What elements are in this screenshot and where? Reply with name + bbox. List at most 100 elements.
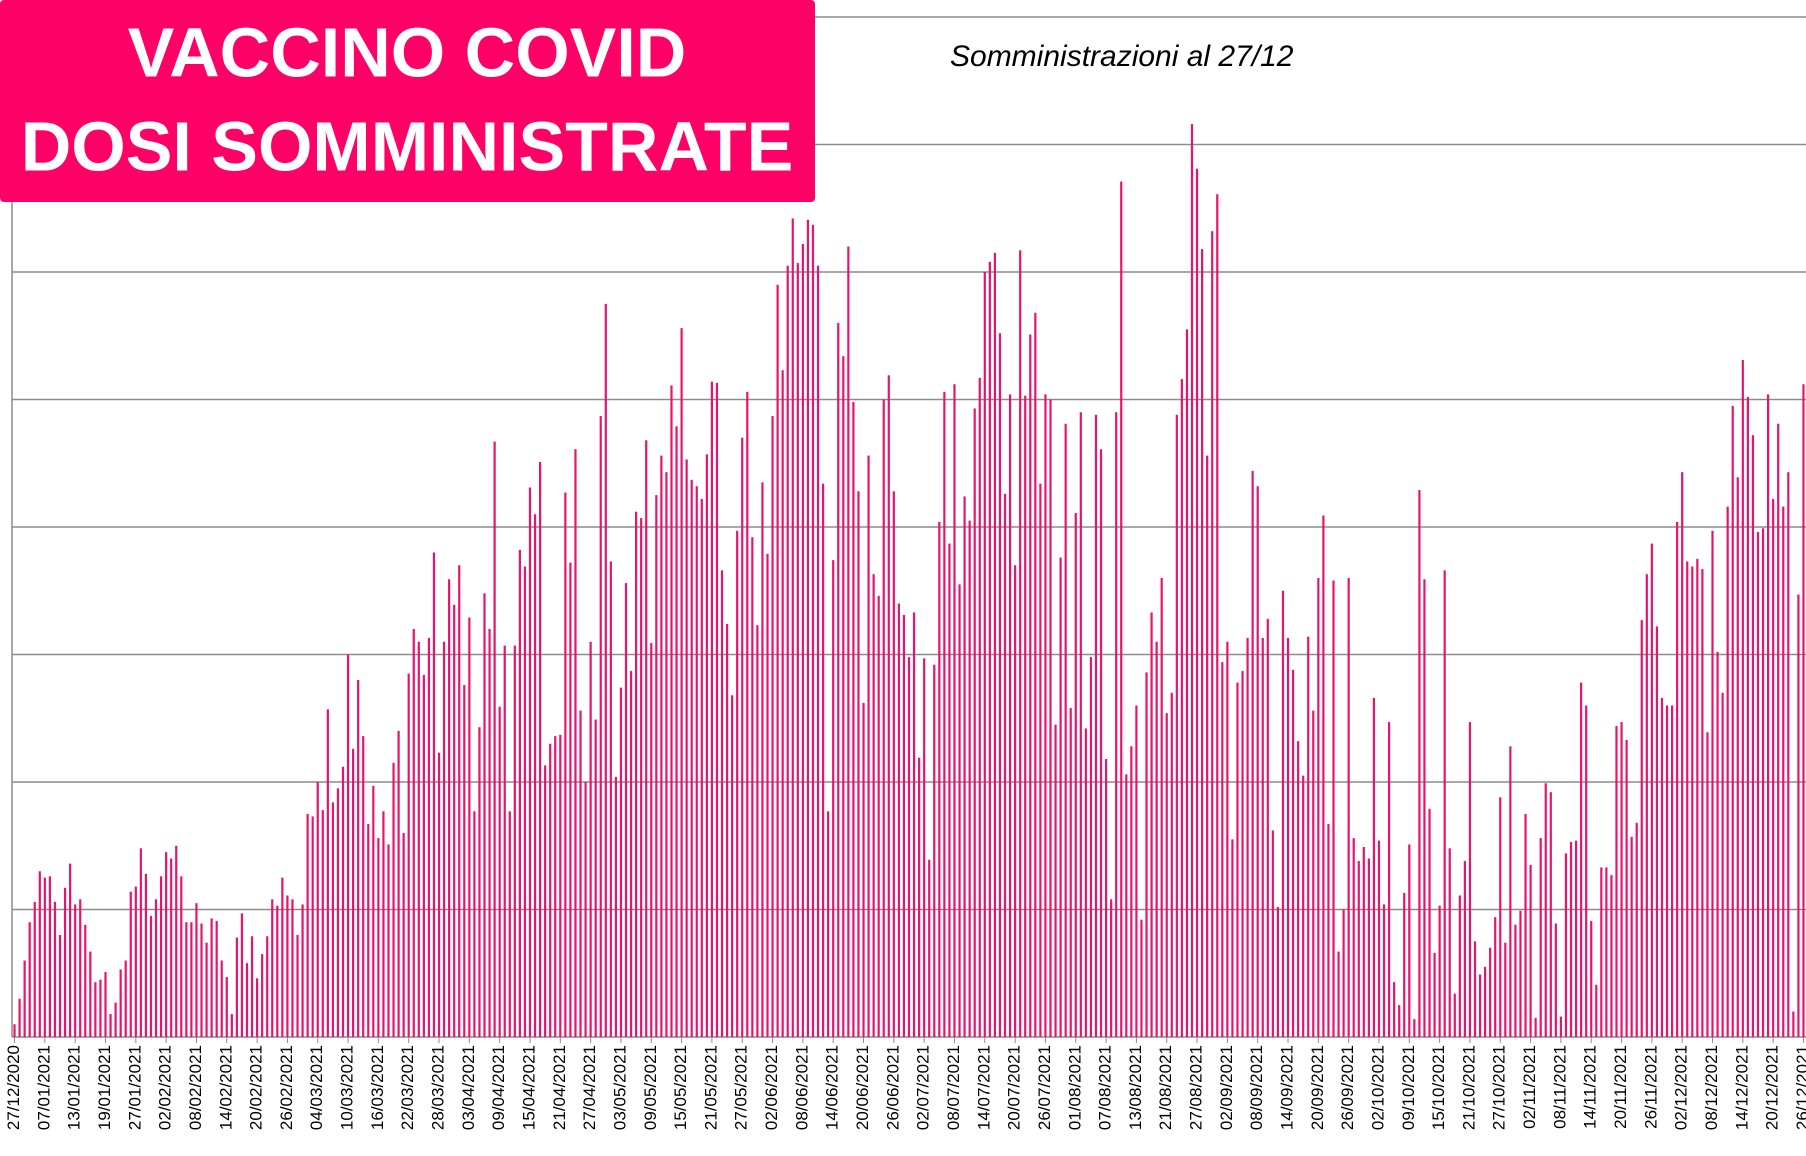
bar <box>872 574 875 1037</box>
bar <box>1766 394 1770 1037</box>
bar <box>18 998 21 1037</box>
bar <box>1337 951 1340 1037</box>
x-tick-label: 22/03/2021 <box>398 1045 417 1130</box>
bar <box>1398 1005 1401 1037</box>
bar <box>230 1014 233 1037</box>
bar <box>1458 895 1461 1037</box>
bar <box>1165 713 1168 1037</box>
bar <box>852 402 855 1037</box>
bar <box>144 873 148 1037</box>
bar <box>806 219 810 1038</box>
bar <box>963 496 966 1037</box>
bar <box>1726 506 1729 1038</box>
bar <box>331 802 334 1037</box>
x-tick-label: 14/02/2021 <box>216 1045 235 1130</box>
bar <box>1438 905 1441 1037</box>
bar <box>761 482 764 1037</box>
x-tick-label: 26/06/2021 <box>883 1045 902 1130</box>
bar <box>407 673 410 1037</box>
x-tick-label: 20/12/2021 <box>1763 1045 1782 1130</box>
bar <box>463 685 466 1037</box>
x-tick-label: 08/06/2021 <box>792 1045 811 1130</box>
bar <box>1499 797 1502 1037</box>
bar <box>796 263 799 1037</box>
x-tick-label: 20/06/2021 <box>853 1045 872 1130</box>
bar <box>604 303 607 1037</box>
bar <box>69 863 72 1037</box>
bar <box>756 625 759 1037</box>
bar <box>377 838 380 1037</box>
bar <box>1099 449 1103 1038</box>
bar <box>887 375 890 1037</box>
bar <box>1367 858 1370 1037</box>
bar <box>720 570 724 1037</box>
bar <box>23 960 26 1037</box>
bar <box>1756 532 1760 1037</box>
bar <box>1468 722 1472 1037</box>
x-tick-label: 15/04/2021 <box>519 1045 538 1130</box>
bar <box>746 391 749 1038</box>
bar <box>301 904 304 1037</box>
bar <box>564 492 567 1037</box>
bar <box>1190 124 1194 1038</box>
bar <box>321 810 324 1037</box>
bar <box>938 521 941 1037</box>
bar <box>645 440 648 1037</box>
bar <box>1418 490 1421 1037</box>
bar <box>705 454 708 1037</box>
bar <box>1266 618 1269 1037</box>
bar <box>1731 405 1734 1037</box>
bar <box>235 937 238 1037</box>
x-tick-label: 27/08/2021 <box>1187 1045 1206 1130</box>
bar <box>1342 909 1345 1037</box>
bar <box>640 518 643 1037</box>
bar <box>1094 414 1098 1037</box>
bar <box>837 323 840 1037</box>
bar <box>1185 329 1189 1037</box>
bar <box>897 603 900 1037</box>
bar <box>1201 249 1204 1038</box>
bar <box>250 936 254 1037</box>
bar <box>1741 359 1744 1038</box>
bar <box>1241 671 1244 1037</box>
x-tick-label: 27/01/2021 <box>125 1045 144 1130</box>
bar <box>1529 864 1532 1037</box>
bar <box>1261 637 1264 1037</box>
bar <box>1211 231 1214 1037</box>
bar <box>1716 651 1719 1037</box>
bar <box>1332 580 1335 1037</box>
bar <box>296 935 299 1037</box>
bar <box>225 977 228 1037</box>
x-tick-label: 03/04/2021 <box>459 1045 478 1130</box>
bar <box>1645 574 1648 1037</box>
x-tick-label: 02/12/2021 <box>1672 1045 1691 1130</box>
bar <box>614 776 617 1037</box>
x-tick-label: 27/05/2021 <box>732 1045 751 1130</box>
bar <box>1539 838 1542 1037</box>
bar <box>751 537 754 1037</box>
bar <box>422 674 425 1037</box>
bar <box>1453 993 1456 1037</box>
bar <box>1064 423 1067 1038</box>
bar <box>907 657 911 1037</box>
bar <box>731 695 734 1037</box>
bar <box>1110 899 1113 1037</box>
bar <box>33 901 36 1037</box>
x-tick-label: 16/03/2021 <box>368 1045 387 1130</box>
bar <box>402 833 405 1037</box>
bar <box>1782 506 1785 1038</box>
bar <box>1670 705 1674 1037</box>
bar <box>1413 1019 1416 1037</box>
bar <box>1120 181 1123 1038</box>
bar <box>291 899 294 1037</box>
bar <box>79 899 82 1037</box>
bar <box>781 370 784 1037</box>
bar <box>1534 1017 1537 1037</box>
bar <box>811 224 815 1037</box>
x-tick-label: 14/11/2021 <box>1581 1045 1600 1129</box>
bar <box>195 903 198 1037</box>
bar <box>104 971 107 1037</box>
bar <box>624 583 628 1037</box>
bar <box>1423 579 1426 1037</box>
chart-title: VACCINO COVID <box>128 13 687 91</box>
